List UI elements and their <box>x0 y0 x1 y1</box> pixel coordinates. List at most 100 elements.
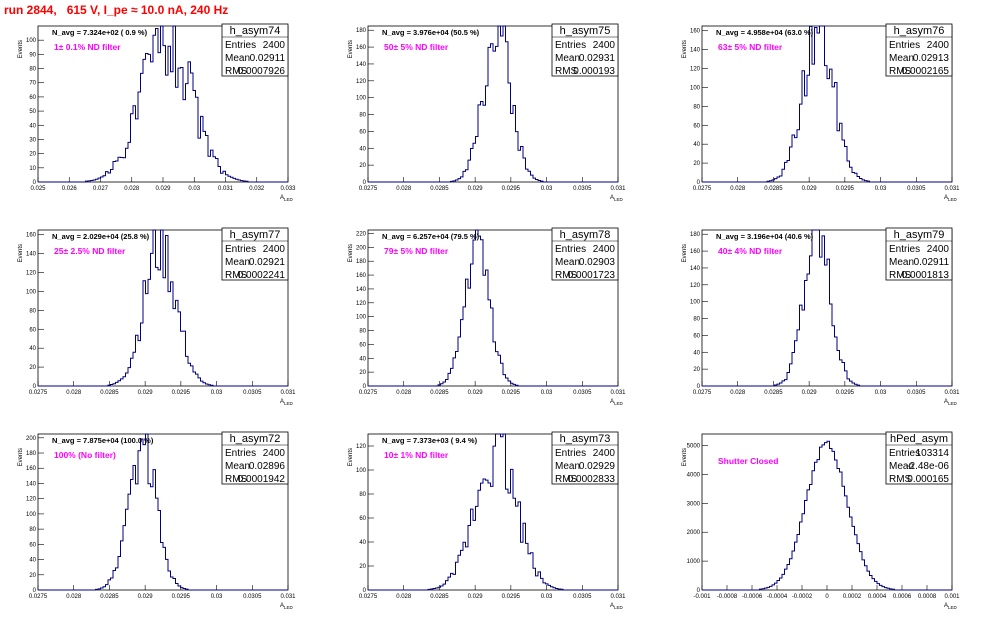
stats-key: RMS <box>555 66 578 77</box>
y-tick-label: 40 <box>29 558 36 564</box>
plot-frame <box>701 25 953 183</box>
y-tick-label: 180 <box>690 232 701 238</box>
stats-key: Mean <box>225 461 250 472</box>
plot-frame <box>701 229 953 387</box>
x-tick-label: 0.031 <box>280 594 296 600</box>
x-tick-label: 0.029 <box>155 186 171 192</box>
stats-box-frame <box>221 431 289 485</box>
y-tick-label: 40 <box>29 123 36 129</box>
x-tick-label: 0.03 <box>875 186 887 192</box>
y-tick-label: 3000 <box>687 501 701 507</box>
x-tick-label: 0.001 <box>944 594 960 600</box>
stats-value: 0.02913 <box>913 53 950 64</box>
y-tick-label: 90 <box>29 52 36 58</box>
y-tick-label: 60 <box>29 327 36 333</box>
x-axis-title: ALED <box>280 603 294 610</box>
x-tick-label: 0.031 <box>610 186 626 192</box>
filter-label: 1± 0.1% ND filter <box>54 42 121 52</box>
stats-key: Entries <box>555 244 586 255</box>
x-tick-label: 0.0275 <box>693 390 712 396</box>
stats-box-frame <box>885 227 953 281</box>
histogram-series <box>38 25 288 183</box>
stats-value: 0.02911 <box>250 53 286 64</box>
x-axis-title: ALED <box>610 399 624 406</box>
x-tick-label: -0.0008 <box>717 594 738 600</box>
x-tick-label: 0.0285 <box>430 390 449 396</box>
y-tick-label: 70 <box>29 81 36 87</box>
stats-box: h_asym79 Entries 2400 Mean 0.02911RMS0.00018… <box>885 227 953 281</box>
x-tick-label: 0 <box>825 594 829 600</box>
y-tick-label: 180 <box>356 259 367 265</box>
navg-label: N_avg = 4.958e+04 (63.0 %) <box>716 28 814 37</box>
y-tick-label: 0 <box>697 588 701 594</box>
x-tick-label: 0.0305 <box>243 594 262 600</box>
x-tick-label: 0.0295 <box>836 186 855 192</box>
y-tick-label: 0 <box>697 384 701 390</box>
y-tick-label: 60 <box>359 342 366 348</box>
x-tick-label: 0.027 <box>93 186 109 192</box>
y-axis-title: Events <box>348 40 354 58</box>
x-tick-label: 0.0275 <box>29 594 48 600</box>
stats-value: 0.02931 <box>579 53 616 64</box>
x-tick-label: 0.03 <box>875 390 887 396</box>
x-tick-label: 0.0305 <box>907 390 926 396</box>
stats-value: 0.0002165 <box>902 66 950 77</box>
stats-value: 0.02911 <box>914 257 950 268</box>
x-tick-label: 0.028 <box>396 186 412 192</box>
plot-frame <box>367 433 619 591</box>
filter-label: 25± 2.5% ND filter <box>54 246 126 256</box>
histogram-panel-h_asym75: 0.0275 0.028 0.0285 0.029 0.0295 0.03 0.0305 0.… <box>348 23 626 202</box>
y-tick-label: 80 <box>693 317 700 323</box>
x-tick-label: 0.0285 <box>100 390 119 396</box>
y-tick-label: 100 <box>26 38 37 44</box>
x-tick-label: 0.031 <box>610 390 626 396</box>
x-tick-label: 0.0006 <box>893 594 912 600</box>
stats-value: 0.0007926 <box>238 66 286 77</box>
y-tick-label: 80 <box>29 308 36 314</box>
stats-key: RMS <box>555 270 578 281</box>
y-tick-label: 100 <box>26 289 37 295</box>
stats-value: 0.02896 <box>249 461 286 472</box>
stats-box: h_asym77 Entries 2400 Mean0.02921RMS0.00022… <box>221 227 289 281</box>
x-tick-label: 0.031 <box>218 186 234 192</box>
y-tick-label: 100 <box>690 85 701 91</box>
x-tick-label: 0.028 <box>66 594 82 600</box>
x-axis-title: ALED <box>610 195 624 202</box>
x-tick-label: 0.0285 <box>764 390 783 396</box>
y-tick-label: 50 <box>29 109 36 115</box>
y-tick-label: 160 <box>356 45 367 51</box>
histogram-series <box>368 25 618 183</box>
plot-frame <box>37 433 289 591</box>
y-axis-title: Events <box>348 244 354 262</box>
x-tick-label: 0.0285 <box>430 594 449 600</box>
y-tick-label: 60 <box>359 129 366 135</box>
histogram-panel-h_asym74: 0.025 0.026 0.027 0.028 0.029 0.03 0.031 0.032 0… <box>18 23 296 202</box>
y-tick-label: 20 <box>359 564 366 570</box>
histogram-series <box>368 229 618 387</box>
x-axis-title: ALED <box>944 195 958 202</box>
y-tick-label: 60 <box>359 516 366 522</box>
y-tick-label: 180 <box>26 451 37 457</box>
x-tick-label: 0.0305 <box>573 186 592 192</box>
x-tick-label: 0.03 <box>541 594 553 600</box>
stats-value: 2400 <box>263 244 286 255</box>
stats-key: RMS <box>555 474 578 485</box>
y-axis-title: Events <box>18 40 24 58</box>
y-tick-label: 120 <box>356 301 367 307</box>
histogram-panel-h_asym73: 0.0275 0.028 0.0285 0.029 0.0295 0.03 0.0305 0.… <box>348 431 626 610</box>
histogram-name: h_asym76 <box>894 25 945 37</box>
stats-key: Mean <box>889 461 914 472</box>
x-tick-label: 0.031 <box>280 390 296 396</box>
plot-frame <box>367 25 619 183</box>
x-tick-label: 0.0295 <box>172 390 191 396</box>
y-tick-label: 10 <box>29 166 36 172</box>
stats-value: 0.0002833 <box>568 474 616 485</box>
histogram-panel-h_asym78: 0.0275 0.028 0.0285 0.029 0.0295 0.03 0.0305 0.… <box>348 227 626 406</box>
x-tick-label: 0.0275 <box>359 186 378 192</box>
stats-box-frame <box>551 23 619 77</box>
stats-key: Entries <box>225 448 256 459</box>
histogram-panel-hPed_asym: -0.001 -0.0008 -0.0006 -0.0004 -0.0002 0 0.000… <box>682 431 960 610</box>
stats-key: Mean <box>889 53 914 64</box>
y-axis-title: Events <box>18 448 24 466</box>
